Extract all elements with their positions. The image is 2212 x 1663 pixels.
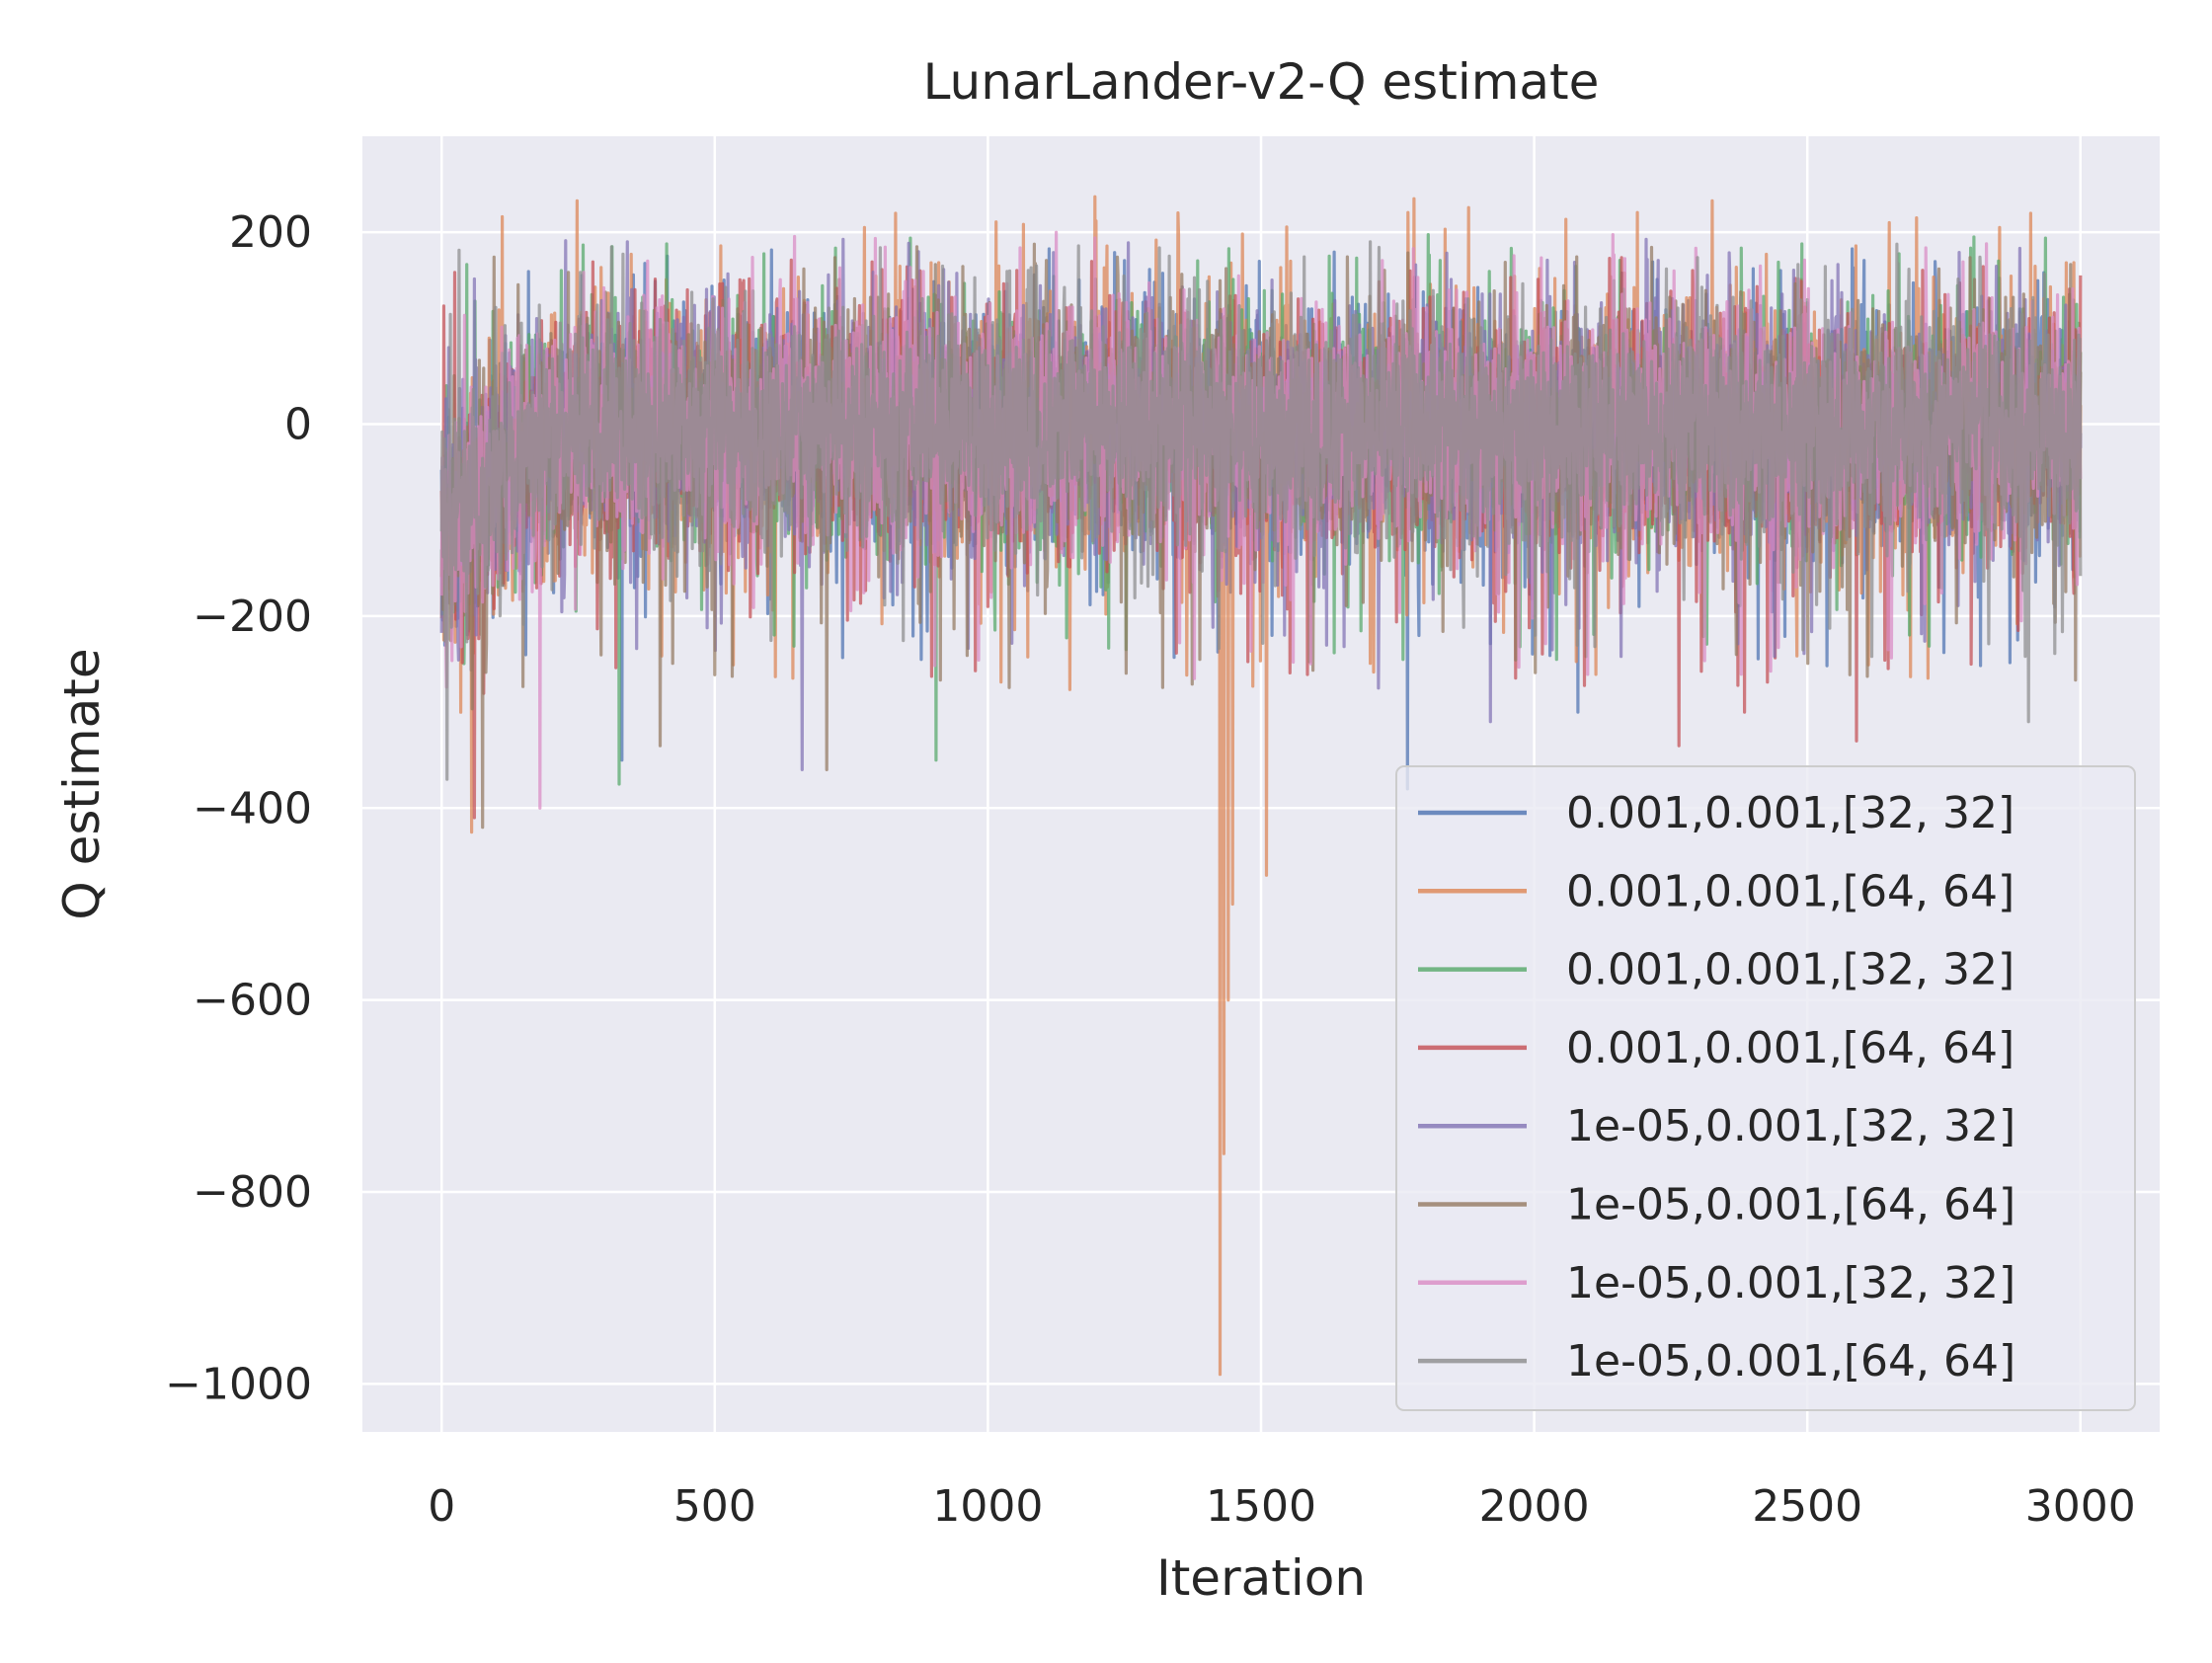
chart-title: LunarLander-v2-Q estimate	[923, 53, 1600, 111]
legend-box	[1395, 765, 2136, 1411]
x-tick-label: 3000	[2025, 1481, 2136, 1532]
y-tick-label: −1000	[165, 1359, 312, 1409]
y-axis-label: Q estimate	[53, 648, 111, 919]
x-tick-label: 1500	[1206, 1481, 1316, 1532]
x-axis-label: Iteration	[1156, 1549, 1366, 1607]
data-layer	[439, 195, 2083, 1377]
legend-label: 1e-05,0.001,[32, 32]	[1566, 1258, 2015, 1308]
y-tick-label: −200	[193, 592, 312, 642]
y-tick-label: −800	[193, 1167, 312, 1218]
legend-label: 0.001,0.001,[64, 64]	[1566, 866, 2014, 916]
y-tick-label: −400	[193, 783, 312, 833]
x-tick-label: 1000	[932, 1481, 1043, 1532]
y-tick-label: −600	[193, 976, 312, 1026]
legend-label: 0.001,0.001,[32, 32]	[1566, 945, 2014, 995]
x-tick-label: 0	[428, 1481, 455, 1532]
legend: 0.001,0.001,[32, 32] 0.001,0.001,[64, 64]…	[1395, 765, 2136, 1411]
y-tick-labels: 200 0 −200 −400 −600 −800 −1000	[165, 207, 312, 1409]
y-tick-label: 200	[229, 207, 312, 258]
x-tick-label: 500	[673, 1481, 756, 1532]
legend-label: 0.001,0.001,[64, 64]	[1566, 1023, 2014, 1073]
legend-label: 1e-05,0.001,[64, 64]	[1566, 1336, 2015, 1386]
y-tick-label: 0	[284, 400, 312, 450]
x-tick-label: 2500	[1752, 1481, 1862, 1532]
series-line	[439, 240, 2083, 781]
legend-label: 0.001,0.001,[32, 32]	[1566, 788, 2014, 838]
legend-label: 1e-05,0.001,[32, 32]	[1566, 1101, 2015, 1151]
legend-label: 1e-05,0.001,[64, 64]	[1566, 1180, 2015, 1230]
x-tick-label: 2000	[1479, 1481, 1590, 1532]
x-tick-labels: 0 500 1000 1500 2000 2500 3000	[428, 1481, 2136, 1532]
